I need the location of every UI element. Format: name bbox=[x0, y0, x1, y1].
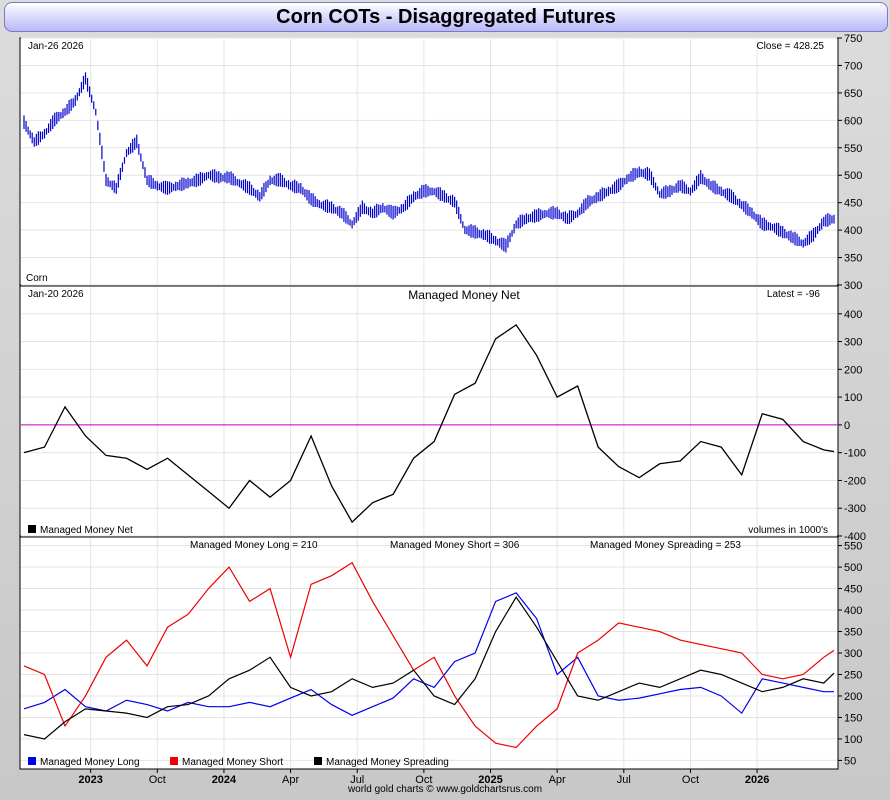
price-series bbox=[23, 72, 835, 253]
positions-y-tick-label: 50 bbox=[844, 755, 856, 767]
price-y-tick-label: 350 bbox=[844, 253, 862, 265]
net-y-tick-label: 100 bbox=[844, 392, 862, 404]
price-date-label: Jan-26 2026 bbox=[28, 41, 84, 52]
net-y-tick-label: 400 bbox=[844, 309, 862, 321]
positions-y-tick-label: 450 bbox=[844, 584, 862, 596]
net-latest-label: Latest = -96 bbox=[767, 289, 821, 300]
price-y-tick-label: 500 bbox=[844, 170, 862, 182]
long-summary-label: Managed Money Long = 210 bbox=[190, 540, 318, 551]
net-y-tick-label: 300 bbox=[844, 337, 862, 349]
net-y-tick-label: -100 bbox=[844, 448, 866, 460]
x-tick-label: Jul bbox=[350, 774, 364, 786]
x-tick-label: 2024 bbox=[212, 774, 237, 786]
net-y-tick-label: -300 bbox=[844, 503, 866, 515]
price-y-tick-label: 750 bbox=[844, 33, 862, 45]
positions-grid bbox=[21, 538, 837, 768]
net-y-tick-label: -200 bbox=[844, 475, 866, 487]
price-y-tick-label: 700 bbox=[844, 60, 862, 72]
long-legend-swatch bbox=[28, 757, 36, 765]
positions-series bbox=[23, 561, 835, 749]
net-y-tick-label: 200 bbox=[844, 364, 862, 376]
price-y-tick-label: 300 bbox=[844, 280, 862, 292]
net-y-tick-label: 0 bbox=[844, 420, 850, 432]
positions-y-tick-label: 150 bbox=[844, 712, 862, 724]
short-legend-label: Managed Money Short bbox=[182, 757, 283, 768]
net-title: Managed Money Net bbox=[408, 288, 520, 302]
positions-y-tick-label: 250 bbox=[844, 669, 862, 681]
spreading-summary-label: Managed Money Spreading = 253 bbox=[590, 540, 741, 551]
net-panel: -400 -300 -200 -100 0 100 200 300 400 Jan-20 202… bbox=[19, 285, 866, 543]
price-plot-bg bbox=[19, 37, 839, 286]
short-legend-swatch bbox=[170, 757, 178, 765]
price-close-label: Close = 428.25 bbox=[756, 41, 824, 52]
net-units-label: volumes in 1000's bbox=[748, 525, 828, 536]
price-y-tick-label: 650 bbox=[844, 88, 862, 100]
positions-y-tick-label: 100 bbox=[844, 734, 862, 746]
x-axis-ticks: 2023 Oct 2024 Apr Jul Oct 2025 Apr Jul Oct 2026 bbox=[78, 769, 769, 786]
net-legend-swatch bbox=[28, 525, 36, 533]
long-series-line bbox=[23, 592, 834, 716]
net-y-tick-label: -400 bbox=[844, 531, 866, 543]
positions-panel: 50 100 150 200 250 300 350 400 450 500 550 Managed… bbox=[19, 536, 862, 786]
net-plot-bg bbox=[19, 285, 839, 537]
net-legend-label: Managed Money Net bbox=[40, 525, 133, 536]
short-series-line bbox=[23, 561, 835, 749]
chart-title: Corn COTs - Disaggregated Futures bbox=[276, 6, 616, 28]
net-y-ticks: -400 -300 -200 -100 0 100 200 300 400 bbox=[838, 309, 866, 543]
x-tick-label: Apr bbox=[282, 774, 299, 786]
x-tick-label: Apr bbox=[549, 774, 566, 786]
price-y-tick-label: 550 bbox=[844, 143, 862, 155]
x-tick-label: 2023 bbox=[78, 774, 102, 786]
price-y-ticks: 300 350 400 450 500 550 600 650 700 750 bbox=[838, 33, 862, 292]
x-tick-label: Oct bbox=[682, 774, 699, 786]
long-legend-label: Managed Money Long bbox=[40, 757, 140, 768]
positions-y-tick-label: 300 bbox=[844, 648, 862, 660]
net-series-line bbox=[23, 323, 835, 524]
net-series bbox=[23, 323, 835, 524]
net-date-label: Jan-20 2026 bbox=[28, 289, 84, 300]
x-tick-label: 2026 bbox=[745, 774, 769, 786]
spreading-series-line bbox=[23, 596, 835, 740]
positions-y-tick-label: 350 bbox=[844, 627, 862, 639]
footer-credit: world gold charts © www.goldchartsrus.co… bbox=[347, 784, 543, 795]
price-panel: 300 350 400 450 500 550 600 650 700 750 Jan-26 20… bbox=[19, 33, 862, 292]
short-summary-label: Managed Money Short = 306 bbox=[390, 540, 520, 551]
price-symbol-label: Corn bbox=[26, 273, 48, 284]
spreading-legend-label: Managed Money Spreading bbox=[326, 757, 449, 768]
x-tick-label: Oct bbox=[149, 774, 166, 786]
positions-y-ticks: 50 100 150 200 250 300 350 400 450 500 550 bbox=[838, 541, 862, 767]
price-y-tick-label: 450 bbox=[844, 198, 862, 210]
title-bar: Corn COTs - Disaggregated Futures bbox=[4, 2, 888, 32]
positions-y-tick-label: 400 bbox=[844, 605, 862, 617]
x-tick-label: 2025 bbox=[478, 774, 502, 786]
positions-y-tick-label: 500 bbox=[844, 562, 862, 574]
x-tick-label: Oct bbox=[415, 774, 432, 786]
spreading-legend-swatch bbox=[314, 757, 322, 765]
price-y-tick-label: 400 bbox=[844, 225, 862, 237]
positions-y-tick-label: 200 bbox=[844, 691, 862, 703]
x-tick-label: Jul bbox=[617, 774, 631, 786]
positions-y-tick-label: 550 bbox=[844, 541, 862, 553]
price-y-tick-label: 600 bbox=[844, 115, 862, 127]
